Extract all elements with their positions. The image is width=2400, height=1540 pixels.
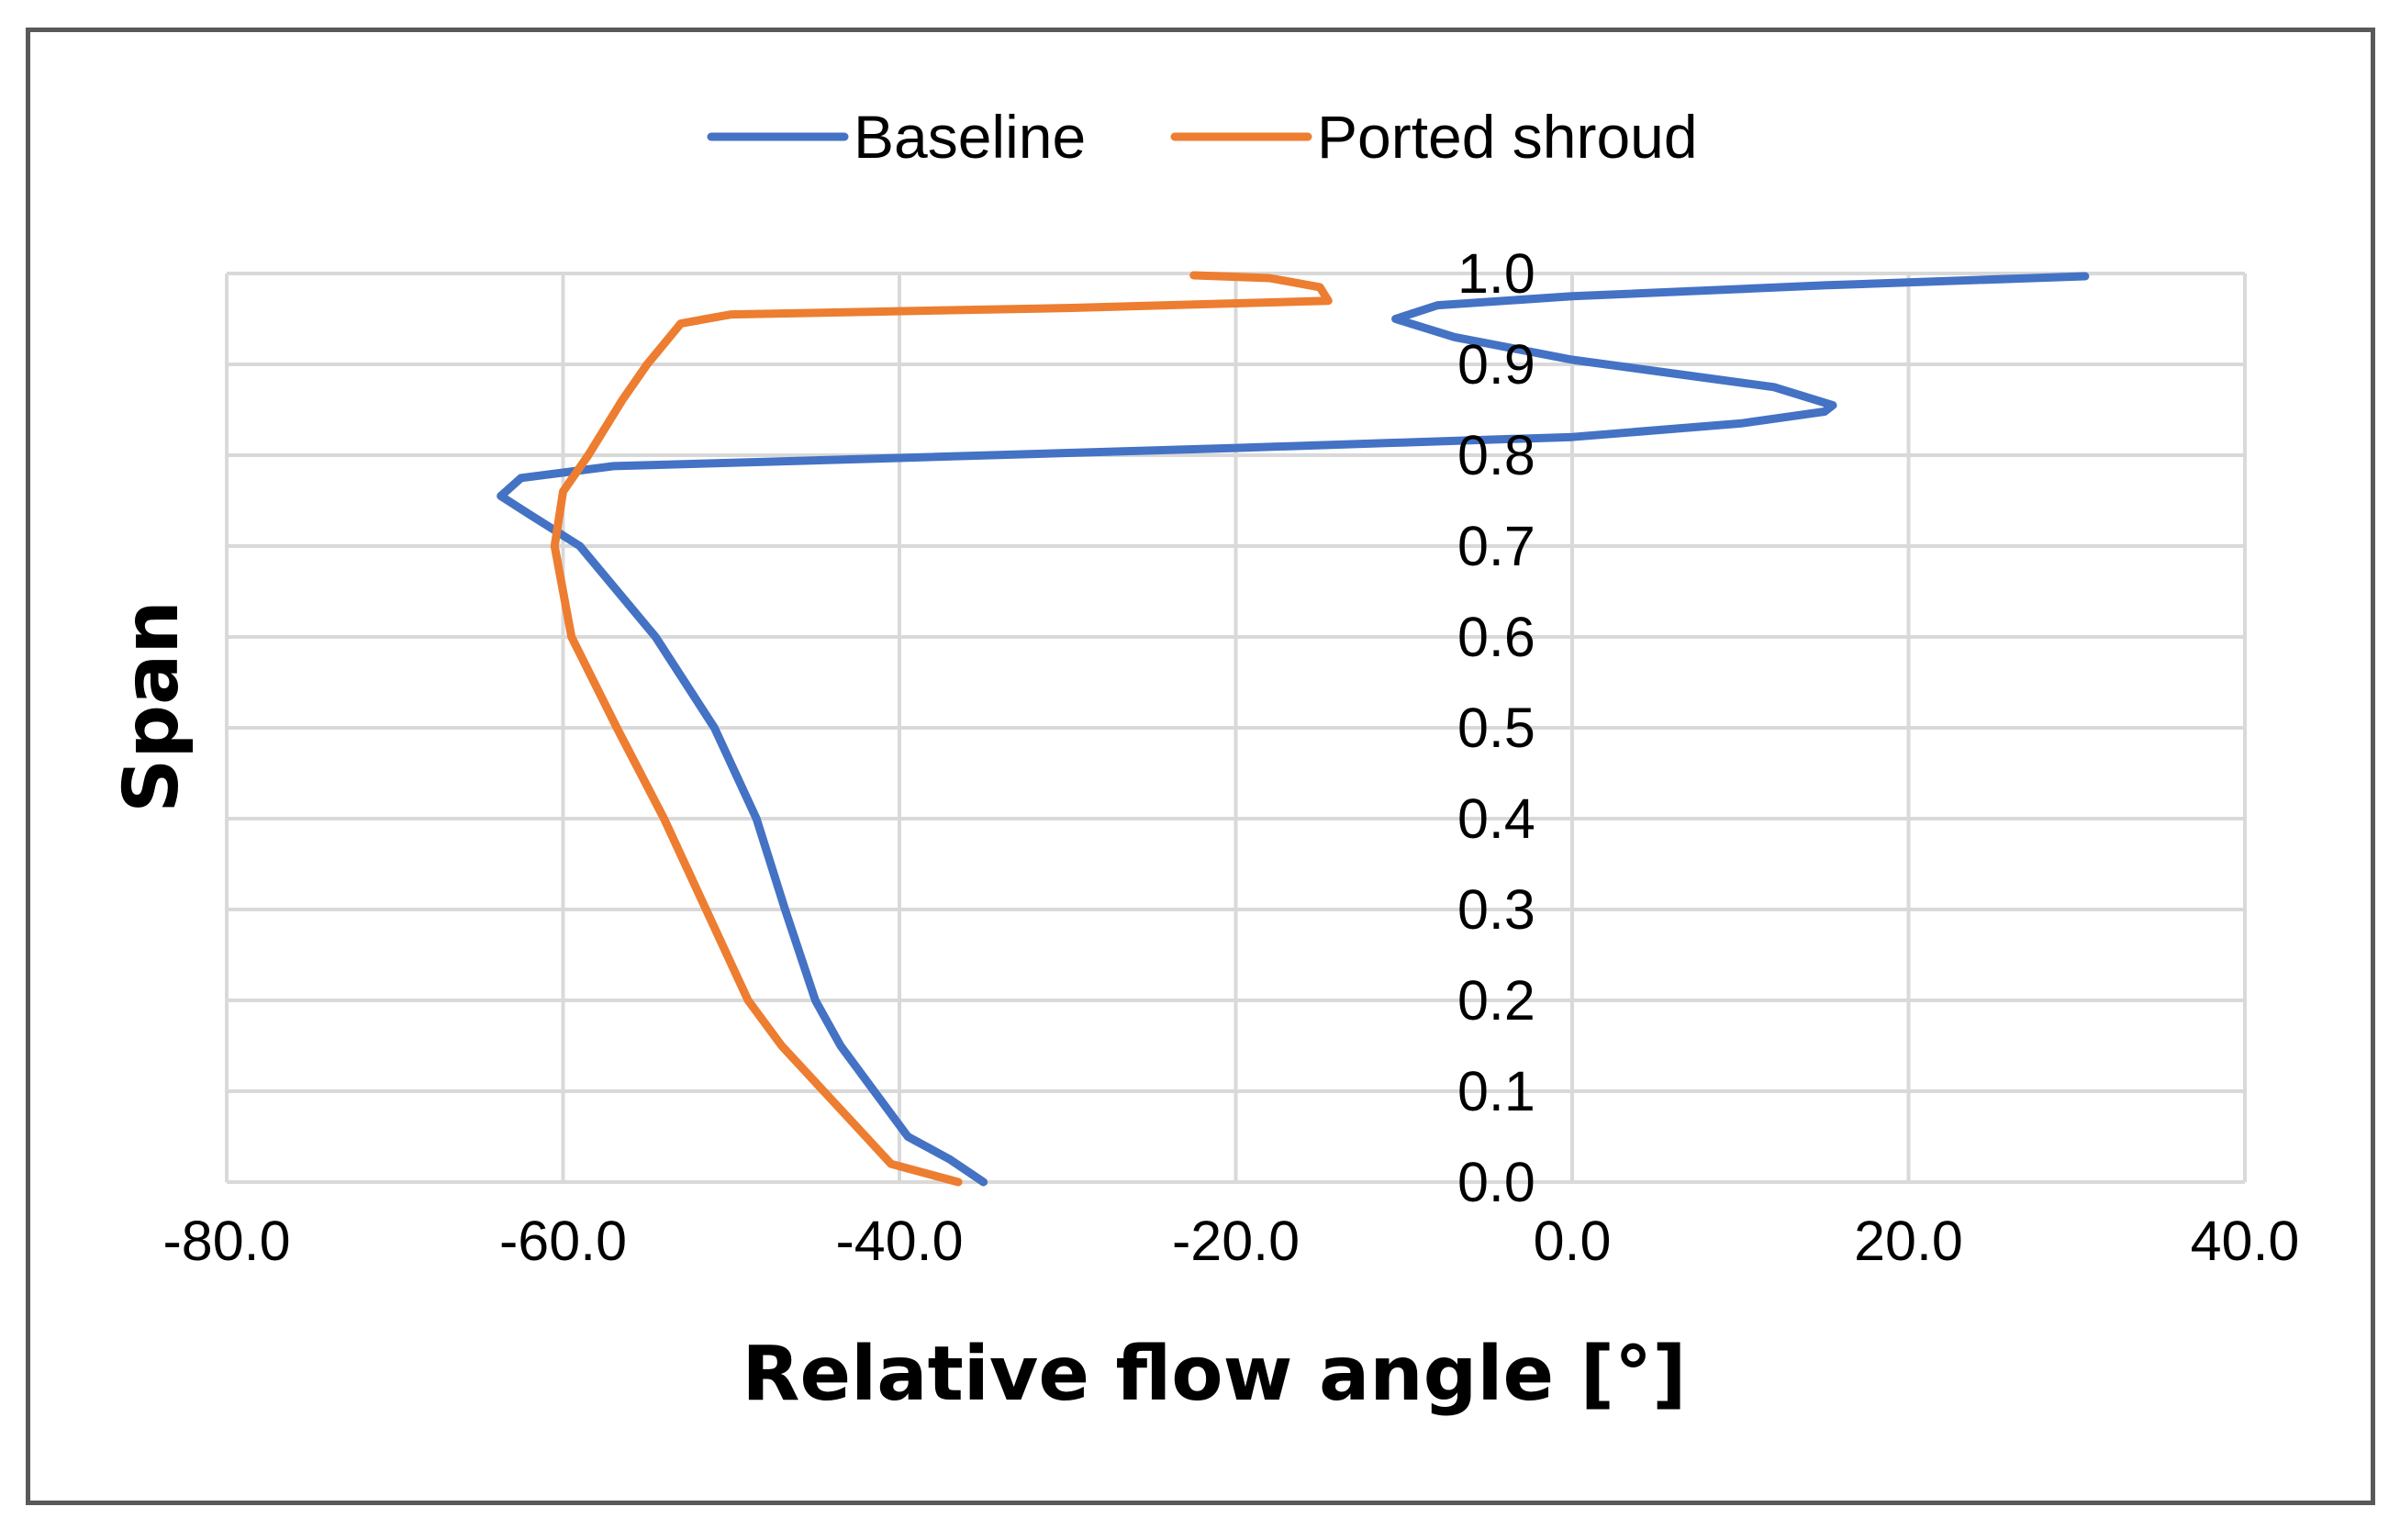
series-lines bbox=[497, 271, 2090, 1187]
x-tick-label-2: -40.0 bbox=[835, 1210, 963, 1272]
x-tick-label-1: -60.0 bbox=[499, 1210, 627, 1272]
y-tick-label-4: 0.4 bbox=[1457, 787, 1535, 850]
y-tick-labels: 0.0 0.1 0.2 0.3 0.4 0.5 0.6 0.7 0.8 0.9 1.0 bbox=[1457, 242, 1535, 1213]
x-axis-title: Relative flow angle [°] bbox=[742, 1331, 1686, 1418]
vertical-gridlines bbox=[225, 273, 2247, 1182]
legend-label-baseline: Baseline bbox=[854, 103, 1086, 171]
chart-frame: 0.0 0.1 0.2 0.3 0.4 0.5 0.6 0.7 0.8 0.9 1.0 -80.0-… bbox=[26, 28, 2375, 1505]
legend-label-ported-shroud: Ported shroud bbox=[1317, 103, 1698, 171]
y-axis-title: Span bbox=[108, 600, 195, 812]
y-tick-label-0: 0.0 bbox=[1457, 1151, 1535, 1213]
y-tick-label-5: 0.5 bbox=[1457, 697, 1535, 759]
x-tick-label-0: -80.0 bbox=[162, 1210, 290, 1272]
x-tick-label-4: 0.0 bbox=[1534, 1210, 1612, 1272]
y-tick-label-8: 0.8 bbox=[1457, 424, 1535, 486]
y-tick-label-10: 1.0 bbox=[1457, 242, 1535, 305]
x-tick-label-5: 20.0 bbox=[1854, 1210, 1963, 1272]
y-tick-label-6: 0.6 bbox=[1457, 606, 1535, 668]
chart-svg: 0.00.10.20.30.40.50.60.70.80.91.0 -80.0-… bbox=[108, 103, 2299, 1418]
y-tick-label-9: 0.9 bbox=[1457, 333, 1535, 396]
y-tick-label-3: 0.3 bbox=[1457, 878, 1535, 941]
x-tick-label-6: 40.0 bbox=[2191, 1210, 2300, 1272]
legend: Baseline Ported shroud bbox=[707, 103, 1698, 171]
y-tick-label-1: 0.1 bbox=[1457, 1060, 1535, 1122]
series-line-baseline bbox=[497, 272, 2090, 1187]
y-tick-label-7: 0.7 bbox=[1457, 515, 1535, 577]
series-line-ported-shroud bbox=[550, 271, 1333, 1187]
x-tick-labels: -80.0 -60.0 -40.0 -20.0 0.0 20.0 40.0 bbox=[162, 1210, 2299, 1272]
y-tick-label-2: 0.2 bbox=[1457, 969, 1535, 1032]
x-tick-label-3: -20.0 bbox=[1172, 1210, 1300, 1272]
